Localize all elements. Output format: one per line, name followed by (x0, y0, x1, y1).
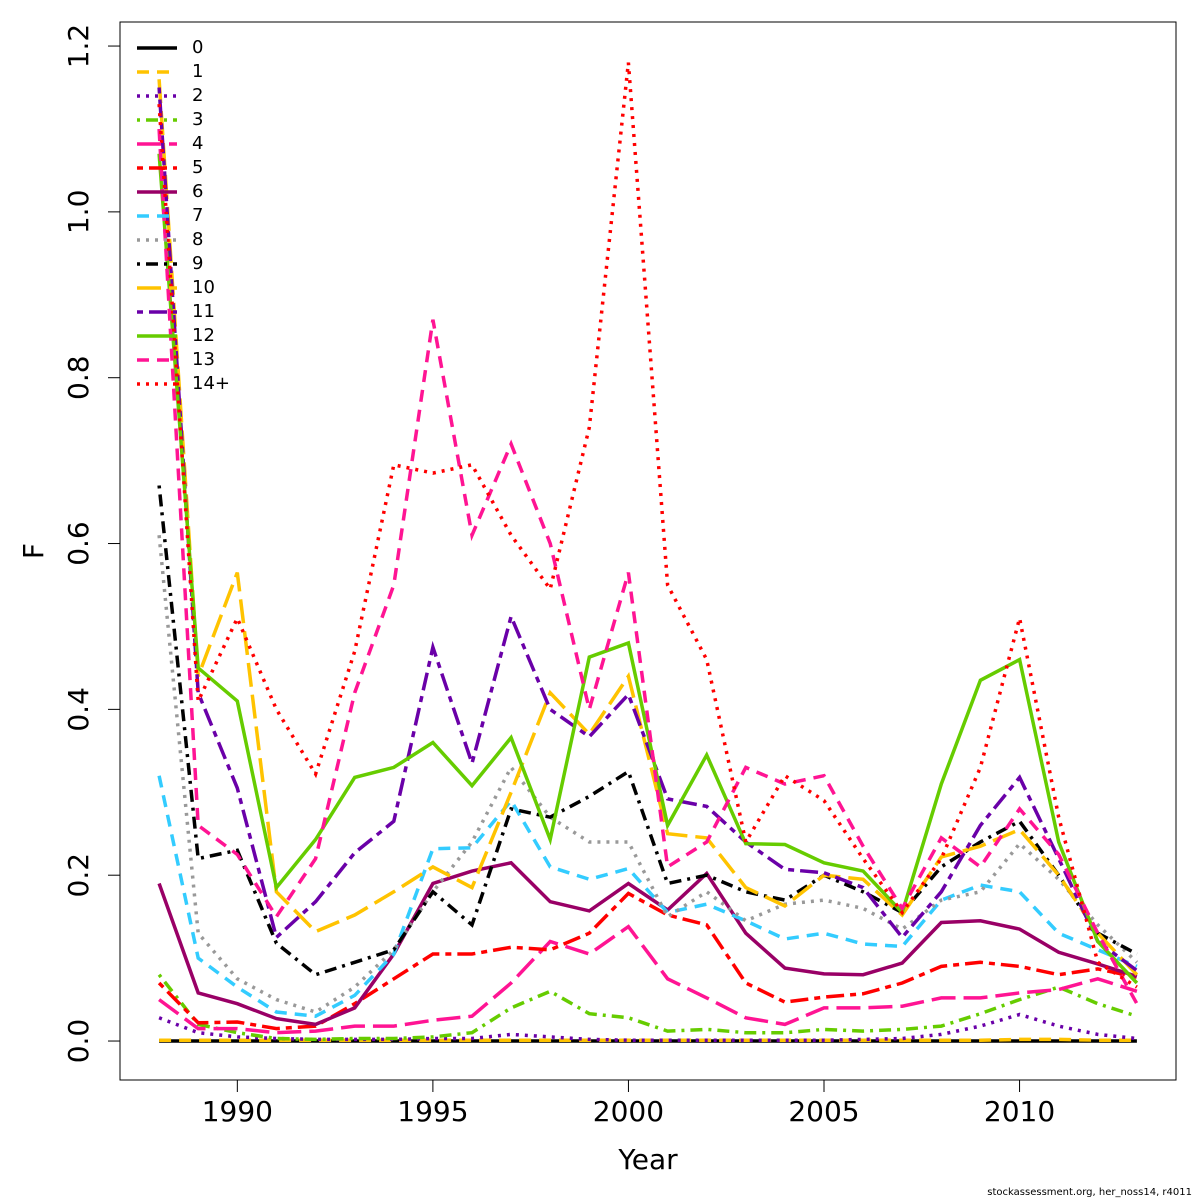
series-line (157, 79, 1139, 976)
series-line (158, 924, 1138, 1035)
series-line (157, 128, 1139, 1005)
legend-label: 8 (192, 229, 203, 250)
legend-label: 3 (192, 109, 203, 130)
plot-frame (119, 21, 1177, 1081)
y-tick-label: 1.0 (62, 190, 95, 235)
y-tick-label: 0.8 (62, 355, 95, 400)
y-tick-label: 0.6 (62, 521, 95, 566)
legend-label: 7 (192, 205, 203, 226)
series-line (157, 775, 1138, 1018)
x-tick-label: 2010 (984, 1095, 1055, 1128)
y-tick-label: 0.2 (62, 853, 95, 898)
legend-label: 13 (192, 349, 215, 370)
y-tick-label: 0.0 (62, 1019, 95, 1064)
legend-label: 14+ (192, 373, 230, 394)
legend-label: 5 (192, 157, 203, 178)
legend-label: 2 (192, 85, 203, 106)
x-tick-label: 1995 (397, 1095, 468, 1128)
series-line (157, 485, 1138, 977)
x-tick-label: 1990 (202, 1095, 273, 1128)
legend-label: 11 (192, 301, 215, 322)
y-tick-label: 1.2 (62, 24, 95, 69)
legend-label: 4 (192, 133, 203, 154)
x-tick-label: 2000 (593, 1095, 664, 1128)
x-tick-label: 2005 (788, 1095, 859, 1128)
legend-label: 10 (192, 277, 215, 298)
y-tick-label: 0.4 (62, 687, 95, 732)
series-line (157, 87, 1138, 973)
series-line (157, 973, 1138, 1042)
legend-label: 0 (192, 37, 203, 58)
legend-label: 9 (192, 253, 203, 274)
series-line (159, 1037, 1137, 1042)
series-line (157, 62, 1138, 989)
series-line (157, 535, 1139, 1014)
x-axis-label: Year (617, 1143, 678, 1176)
series-line (158, 1012, 1138, 1042)
legend-label: 1 (192, 61, 203, 82)
legend-label: 12 (192, 325, 215, 346)
series-line (157, 153, 1139, 985)
y-axis-label: F (17, 543, 50, 559)
series-line (157, 860, 1138, 1027)
legend-label: 6 (192, 181, 203, 202)
footer: stockassessment.org, her_noss14, r4011 (987, 1187, 1192, 1198)
